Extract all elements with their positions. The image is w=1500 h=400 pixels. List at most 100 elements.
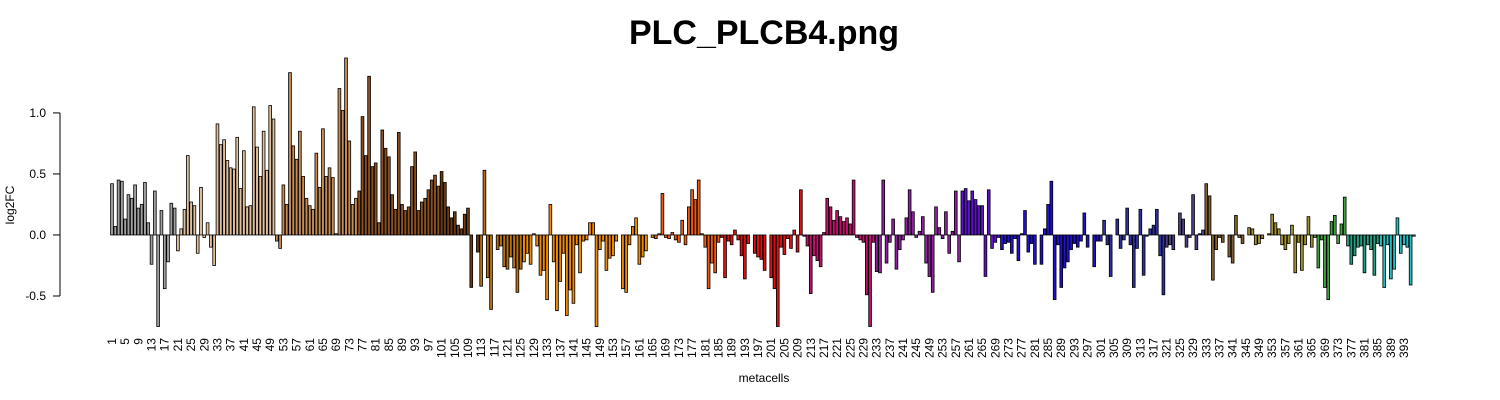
bar	[1164, 234, 1169, 248]
x-tick-label: 249	[922, 338, 936, 358]
bar	[489, 234, 493, 310]
bar	[1339, 223, 1344, 236]
bar	[1023, 210, 1027, 236]
x-tick-label: 365	[1305, 338, 1319, 358]
bar	[1389, 234, 1393, 280]
bar	[1359, 234, 1363, 247]
x-tick-label: 309	[1120, 338, 1134, 358]
bar	[123, 218, 127, 236]
bar	[1379, 234, 1383, 247]
bar	[1026, 234, 1031, 253]
bar	[232, 168, 236, 236]
bar	[1158, 234, 1162, 257]
bar	[400, 204, 404, 236]
bar	[505, 234, 510, 270]
bar	[545, 234, 549, 301]
bar	[957, 234, 961, 263]
bar	[403, 210, 408, 236]
bar	[897, 234, 902, 251]
bar	[1398, 234, 1403, 254]
bar	[133, 184, 137, 236]
bar	[1019, 233, 1024, 236]
x-tick-label: 261	[962, 338, 976, 358]
bar	[687, 206, 691, 236]
bar	[215, 123, 220, 236]
x-tick-label: 201	[764, 338, 778, 358]
bar	[601, 234, 605, 242]
bar	[683, 234, 688, 246]
bar	[654, 234, 658, 240]
bar	[838, 216, 843, 236]
bar	[153, 190, 157, 236]
x-tick-label: 93	[408, 338, 422, 352]
bar	[136, 207, 141, 236]
bar	[1342, 196, 1347, 236]
x-tick-label: 9	[131, 338, 145, 345]
bar	[387, 156, 391, 236]
x-tick-label: 181	[698, 338, 712, 358]
bar	[858, 234, 862, 241]
bar	[828, 206, 833, 236]
bar	[1105, 234, 1110, 246]
bar	[993, 234, 998, 243]
bar	[525, 234, 530, 254]
bar	[907, 189, 912, 236]
x-tick-label: 117	[487, 338, 501, 357]
x-tick-label: 349	[1252, 338, 1266, 358]
bar	[637, 234, 642, 265]
bar	[275, 234, 279, 242]
bar	[772, 234, 777, 290]
bar	[901, 234, 905, 241]
x-tick-label: 57	[290, 338, 304, 352]
bar	[278, 234, 282, 249]
bar	[980, 205, 984, 236]
bar	[459, 228, 464, 236]
x-tick-label: 157	[619, 338, 633, 358]
bar	[584, 234, 589, 241]
x-tick-label: 129	[527, 338, 541, 358]
bar	[977, 205, 981, 236]
bar	[1280, 234, 1284, 246]
y-tick-label: 0.0	[29, 228, 46, 242]
bar	[139, 204, 144, 236]
bar	[258, 175, 263, 236]
x-tick-label: 125	[514, 338, 528, 358]
bar	[1122, 234, 1126, 241]
bar	[410, 166, 414, 236]
bar	[446, 206, 450, 236]
bar	[1131, 234, 1136, 288]
bar	[1128, 234, 1133, 246]
bar	[1257, 234, 1261, 244]
bar	[1135, 234, 1139, 249]
x-tick-label: 45	[250, 338, 264, 352]
bar	[739, 234, 744, 257]
bar	[1405, 234, 1410, 248]
x-tick-label: 61	[303, 338, 317, 352]
bar	[281, 184, 286, 236]
bar	[1052, 234, 1057, 301]
bar	[611, 234, 615, 257]
bar	[769, 234, 773, 279]
bar	[1217, 234, 1222, 238]
bar	[311, 208, 315, 236]
bar	[179, 228, 183, 236]
bar	[532, 233, 536, 236]
bar	[607, 234, 612, 259]
bar	[571, 234, 576, 304]
x-tick-label: 325	[1173, 338, 1187, 358]
bar	[1372, 234, 1377, 276]
bar	[429, 179, 434, 236]
bar	[1016, 234, 1021, 261]
bar	[1227, 234, 1232, 258]
bar	[1270, 213, 1274, 236]
bar	[1151, 224, 1156, 236]
bar	[792, 229, 797, 236]
bar	[693, 199, 698, 236]
bar	[301, 175, 305, 236]
bar	[917, 230, 922, 236]
bar	[1309, 234, 1314, 248]
bar	[940, 234, 945, 240]
bar	[538, 234, 543, 276]
bar	[357, 190, 361, 236]
bar	[416, 210, 421, 236]
